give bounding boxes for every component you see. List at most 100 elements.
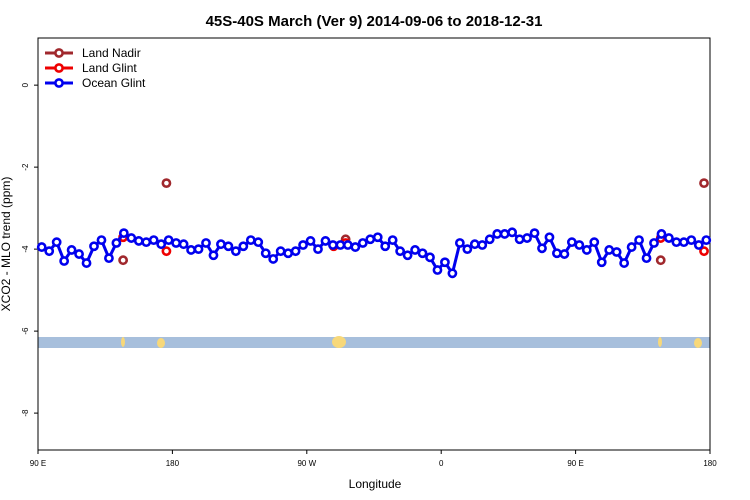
point — [380, 241, 391, 252]
point — [634, 235, 644, 246]
point — [372, 232, 383, 243]
point — [133, 236, 144, 246]
point — [671, 237, 682, 248]
point — [290, 246, 301, 257]
point — [552, 248, 562, 259]
point — [693, 240, 704, 250]
point — [298, 240, 308, 250]
point — [245, 235, 256, 246]
point — [522, 233, 532, 243]
legend-label: Ocean Glint — [82, 76, 146, 90]
point — [395, 246, 406, 257]
point — [161, 178, 172, 189]
point — [417, 248, 428, 259]
point — [484, 234, 495, 245]
point — [507, 227, 518, 238]
point — [275, 246, 286, 257]
point — [529, 228, 540, 239]
point — [238, 241, 249, 252]
point — [163, 235, 174, 246]
point — [462, 244, 473, 255]
point — [566, 237, 577, 248]
point — [148, 235, 159, 246]
point — [126, 233, 137, 243]
point — [544, 232, 555, 243]
point — [223, 241, 234, 252]
land-strip — [38, 336, 710, 348]
point — [589, 237, 600, 248]
point — [469, 239, 480, 250]
point — [313, 244, 323, 255]
point — [365, 234, 376, 245]
point — [574, 240, 585, 250]
point — [320, 236, 331, 246]
x-tick-label: 180 — [166, 459, 180, 468]
point — [699, 178, 709, 189]
point — [626, 242, 637, 252]
point — [514, 234, 525, 245]
point — [186, 245, 196, 255]
point — [342, 240, 353, 250]
point — [283, 248, 294, 259]
y-axis-label: XCO2 - MLO trend (ppm) — [0, 177, 13, 312]
x-tick-label: 90 W — [297, 459, 316, 468]
point — [596, 257, 607, 268]
legend-label: Land Nadir — [82, 46, 141, 60]
point — [208, 250, 219, 261]
point — [492, 229, 503, 239]
point — [253, 237, 264, 248]
series — [118, 178, 709, 266]
point — [156, 239, 167, 250]
point — [161, 246, 172, 257]
point — [604, 245, 615, 255]
point — [193, 244, 204, 255]
x-tick-label: 90 E — [30, 459, 46, 468]
x-tick-label: 90 E — [567, 459, 583, 468]
point — [328, 240, 338, 250]
point — [104, 253, 114, 264]
point — [111, 238, 122, 248]
legend-marker — [54, 63, 64, 73]
point — [81, 258, 92, 268]
point — [51, 237, 62, 248]
point — [678, 237, 689, 248]
point — [66, 245, 77, 255]
y-tick-label: 0 — [21, 82, 30, 87]
point — [402, 250, 413, 261]
legend-marker — [54, 48, 64, 58]
point — [699, 246, 709, 257]
point — [171, 238, 182, 248]
legend-label: Land Glint — [82, 61, 137, 75]
point — [425, 252, 435, 263]
point — [387, 235, 398, 246]
point — [432, 265, 443, 275]
point — [410, 245, 420, 255]
point — [686, 235, 697, 246]
point — [559, 249, 570, 259]
point — [701, 235, 712, 246]
point — [96, 235, 107, 246]
point — [178, 239, 189, 250]
x-tick-label: 0 — [439, 459, 444, 468]
point — [447, 268, 458, 279]
point — [268, 254, 279, 264]
point — [36, 242, 47, 252]
x-axis-label: Longitude — [349, 477, 402, 491]
point — [656, 229, 667, 239]
y-tick-label: -8 — [21, 409, 30, 417]
point — [216, 239, 226, 250]
point — [641, 253, 652, 264]
point — [260, 248, 271, 259]
point — [454, 238, 465, 248]
point — [74, 249, 84, 259]
x-tick-label: 180 — [703, 459, 717, 468]
series — [36, 227, 712, 279]
point — [89, 241, 99, 252]
point — [611, 247, 622, 257]
point — [581, 245, 592, 255]
point — [335, 240, 346, 250]
point — [118, 255, 129, 266]
point — [305, 236, 316, 246]
point — [201, 238, 211, 248]
